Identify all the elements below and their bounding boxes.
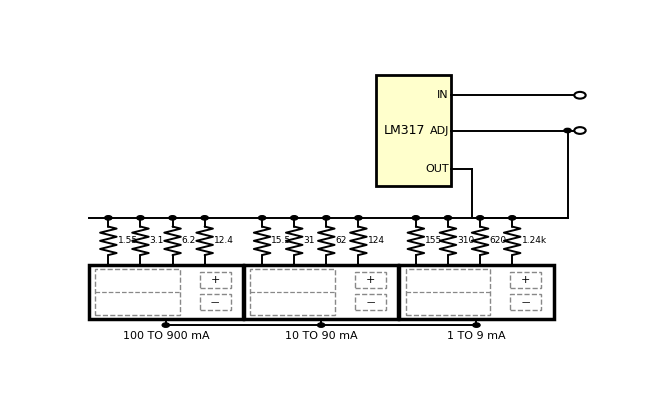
Text: 124: 124 <box>367 236 385 245</box>
Bar <box>250 269 335 315</box>
Text: 12.4: 12.4 <box>214 236 234 245</box>
Circle shape <box>564 129 571 133</box>
Circle shape <box>317 323 325 327</box>
Text: 6.2: 6.2 <box>182 236 196 245</box>
Bar <box>200 272 230 288</box>
Circle shape <box>323 216 330 220</box>
Bar <box>376 75 451 185</box>
Text: OUT: OUT <box>426 164 449 174</box>
Circle shape <box>105 216 112 220</box>
Circle shape <box>259 216 266 220</box>
Text: —: — <box>522 298 530 307</box>
Text: 31: 31 <box>303 236 315 245</box>
Bar <box>355 272 386 288</box>
Bar <box>510 272 541 288</box>
Text: +: + <box>210 275 220 285</box>
Circle shape <box>476 216 484 220</box>
Bar <box>399 265 554 319</box>
Text: 1 TO 9 mA: 1 TO 9 mA <box>447 331 506 341</box>
Text: 155: 155 <box>426 236 442 245</box>
Bar <box>200 294 230 310</box>
Text: —: — <box>211 298 219 307</box>
Circle shape <box>355 216 362 220</box>
Circle shape <box>412 216 420 220</box>
Bar <box>89 265 243 319</box>
Text: LM317: LM317 <box>383 124 426 137</box>
Bar <box>405 269 490 315</box>
Text: +: + <box>521 275 530 285</box>
Text: 62: 62 <box>335 236 347 245</box>
Text: 3.1: 3.1 <box>150 236 164 245</box>
Circle shape <box>444 216 452 220</box>
Circle shape <box>201 216 208 220</box>
Text: +: + <box>366 275 375 285</box>
Bar <box>244 265 398 319</box>
Text: —: — <box>366 298 375 307</box>
Bar <box>510 294 541 310</box>
Text: 1.55: 1.55 <box>118 236 138 245</box>
Circle shape <box>508 216 516 220</box>
Bar <box>355 294 386 310</box>
Text: 10 TO 90 mA: 10 TO 90 mA <box>285 331 357 341</box>
Circle shape <box>169 216 176 220</box>
Text: 100 TO 900 mA: 100 TO 900 mA <box>122 331 209 341</box>
Text: IN: IN <box>438 90 449 100</box>
Text: ADJ: ADJ <box>430 125 449 135</box>
Text: 310: 310 <box>458 236 474 245</box>
Text: 15.5: 15.5 <box>271 236 291 245</box>
Text: 1.24k: 1.24k <box>522 236 546 245</box>
Circle shape <box>137 216 144 220</box>
Bar <box>95 269 180 315</box>
Text: 620: 620 <box>490 236 506 245</box>
Circle shape <box>473 323 480 327</box>
Circle shape <box>291 216 298 220</box>
Circle shape <box>162 323 170 327</box>
